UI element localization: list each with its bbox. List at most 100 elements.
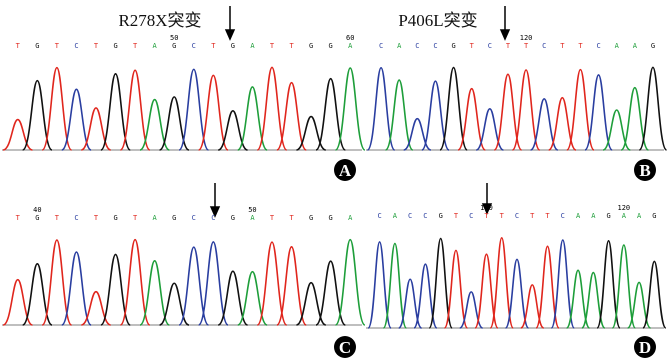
- base-call: A: [153, 42, 158, 50]
- peak: [23, 81, 52, 150]
- position-number: 120: [520, 34, 533, 42]
- peak: [101, 254, 130, 325]
- panel-label: D: [639, 338, 651, 357]
- peak: [277, 83, 306, 150]
- base-call: T: [16, 42, 21, 50]
- base-call: G: [606, 212, 610, 220]
- base-call: T: [470, 42, 475, 50]
- base-call: C: [596, 42, 600, 50]
- base-call: A: [615, 42, 620, 50]
- peak: [336, 68, 365, 150]
- base-call: A: [397, 42, 402, 50]
- peak: [386, 80, 413, 150]
- base-call: G: [172, 42, 176, 50]
- base-call: A: [348, 42, 353, 50]
- peak: [199, 75, 228, 150]
- base-call: C: [469, 212, 473, 220]
- base-call: G: [439, 212, 443, 220]
- base-call: T: [289, 42, 294, 50]
- base-call: A: [153, 214, 158, 222]
- base-call: T: [524, 42, 529, 50]
- base-call: A: [250, 42, 255, 50]
- base-call: A: [576, 212, 581, 220]
- peak: [445, 250, 468, 328]
- base-call: A: [591, 212, 596, 220]
- peak: [277, 247, 306, 325]
- position-number: 50: [248, 206, 256, 214]
- peak: [582, 273, 605, 328]
- peak: [238, 87, 267, 150]
- base-call: G: [231, 42, 235, 50]
- base-call: T: [270, 214, 275, 222]
- base-call: A: [348, 214, 353, 222]
- position-number: 50: [170, 34, 178, 42]
- panel: P406L突变CACCGTCTTCTTCAAG120B: [366, 11, 667, 181]
- base-call: C: [74, 42, 78, 50]
- base-call: T: [578, 42, 583, 50]
- arrow-head: [501, 30, 509, 39]
- base-call: T: [530, 212, 535, 220]
- base-call: T: [133, 42, 138, 50]
- base-call: T: [454, 212, 459, 220]
- base-call: T: [545, 212, 550, 220]
- base-call: C: [192, 214, 196, 222]
- base-call: A: [250, 214, 255, 222]
- base-call: C: [433, 42, 437, 50]
- peak: [160, 283, 189, 325]
- base-call: T: [270, 42, 275, 50]
- position-number: 110: [480, 204, 493, 212]
- base-call: T: [560, 42, 565, 50]
- base-call: G: [113, 214, 117, 222]
- base-call: T: [484, 212, 489, 220]
- base-call: T: [289, 214, 294, 222]
- base-call: T: [500, 212, 505, 220]
- base-call: G: [231, 214, 235, 222]
- peak: [549, 98, 576, 150]
- base-call: C: [74, 214, 78, 222]
- base-call: C: [561, 212, 565, 220]
- peak: [316, 261, 345, 325]
- base-call: T: [211, 42, 216, 50]
- panel-label: C: [339, 338, 351, 357]
- peak: [160, 97, 189, 150]
- panel-title: R278X突变: [118, 11, 201, 30]
- base-call: T: [94, 214, 99, 222]
- peak: [296, 283, 325, 325]
- position-number: 60: [346, 34, 354, 42]
- position-number: 120: [618, 204, 631, 212]
- arrow-head: [226, 30, 234, 39]
- peak: [23, 264, 52, 325]
- base-call: C: [379, 42, 383, 50]
- peak: [238, 272, 267, 325]
- panel-title: P406L突变: [398, 11, 477, 30]
- base-call: G: [309, 214, 313, 222]
- base-call: G: [172, 214, 176, 222]
- peak: [585, 75, 612, 150]
- panel-label: B: [639, 161, 650, 180]
- base-call: G: [329, 214, 333, 222]
- base-call: G: [309, 42, 313, 50]
- peak: [639, 67, 666, 150]
- peak: [476, 109, 503, 150]
- peak: [414, 264, 437, 328]
- base-call: T: [55, 214, 60, 222]
- base-call: T: [16, 214, 21, 222]
- base-call: G: [651, 42, 655, 50]
- base-call: A: [633, 42, 638, 50]
- base-call: C: [423, 212, 427, 220]
- base-call: G: [329, 42, 333, 50]
- base-call: A: [393, 212, 398, 220]
- peak: [3, 280, 32, 325]
- base-call: T: [55, 42, 60, 50]
- base-call: G: [113, 42, 117, 50]
- base-call: C: [192, 42, 196, 50]
- base-call: G: [35, 214, 39, 222]
- base-call: C: [415, 42, 419, 50]
- base-call: C: [488, 42, 492, 50]
- peak: [621, 88, 648, 150]
- base-call: C: [408, 212, 412, 220]
- base-call: C: [378, 212, 382, 220]
- peak: [422, 81, 449, 150]
